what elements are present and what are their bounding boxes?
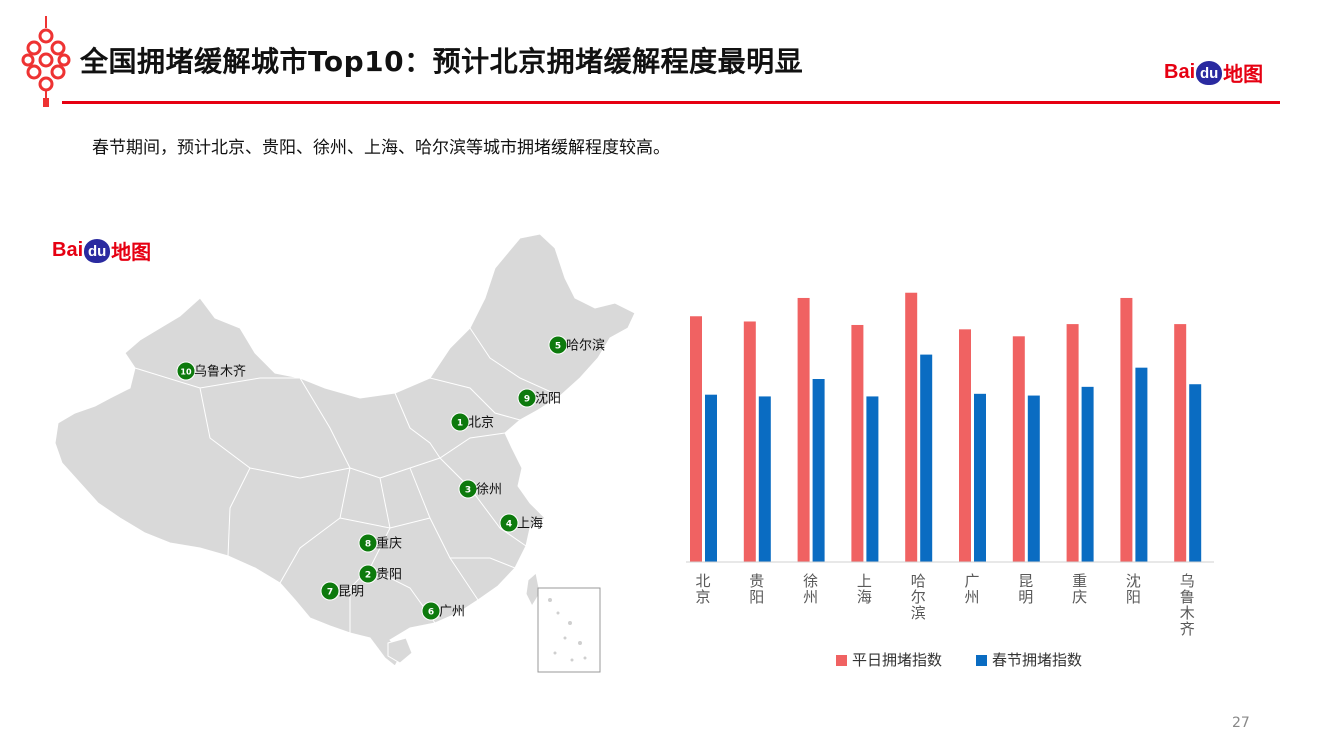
city-marker: 6 广州 [421, 601, 465, 621]
marker-rank: 7 [327, 588, 333, 598]
paw-icon: du [84, 238, 111, 263]
marker-city-label: 沈阳 [535, 392, 561, 407]
bar-festival-5 [974, 393, 986, 562]
x-tick-label: 沈阳 [1126, 572, 1141, 606]
marker-rank: 2 [365, 571, 371, 581]
bar-normal-0 [690, 316, 702, 562]
hainan-island [387, 637, 413, 664]
marker-rank: 3 [465, 486, 471, 496]
bar-normal-1 [743, 321, 756, 562]
chart-legend: 平日拥堵指数 春节拥堵指数 [836, 651, 1082, 669]
paw-icon: du [1196, 60, 1223, 85]
bar-normal-2 [797, 297, 810, 562]
marker-rank: 5 [555, 342, 561, 352]
chinese-knot-icon [21, 16, 71, 107]
bar-festival-2 [812, 379, 825, 562]
legend-label: 平日拥堵指数 [852, 651, 942, 669]
city-marker: 10 乌鲁木齐 [176, 361, 246, 381]
bar-festival-8 [1135, 367, 1148, 562]
marker-dot [450, 412, 470, 432]
x-tick-label: 广州 [964, 572, 979, 606]
bar-normal-9 [1174, 324, 1187, 562]
page-title: 全国拥堵缓解城市Top10：预计北京拥堵缓解程度最明显 [80, 45, 804, 78]
marker-city-label: 北京 [468, 416, 494, 431]
marker-dot [358, 564, 378, 584]
marker-city-label: 昆明 [338, 585, 364, 600]
marker-rank: 9 [524, 395, 530, 405]
bar-festival-1 [758, 396, 771, 562]
summary-text: 春节期间，预计北京、贵阳、徐州、上海、哈尔滨等城市拥堵缓解程度较高。 [92, 138, 670, 158]
china-map-panel: 1 北京 2 贵阳 3 徐州 4 上海 5 哈尔滨 6 广州 7 昆明 8 重庆 9 沈阳 10 乌鲁木齐 Bai d… [50, 228, 640, 678]
x-tick-labels: 北京 贵阳 徐州 上海 哈尔滨 广州 昆明 重庆 沈阳 乌鲁木齐 [695, 572, 1194, 638]
inset-islands [548, 598, 587, 662]
city-marker: 3 徐州 [458, 479, 502, 499]
marker-dot [176, 361, 196, 381]
bar-normal-7 [1066, 324, 1079, 562]
marker-dot [358, 533, 378, 553]
marker-rank: 10 [180, 368, 192, 377]
marker-city-label: 徐州 [476, 483, 502, 498]
bar-normal-4 [905, 292, 918, 562]
congestion-bar-chart: 北京 贵阳 徐州 上海 哈尔滨 广州 昆明 重庆 沈阳 乌鲁木齐 平日拥堵指数 春节拥堵指数 [686, 292, 1214, 669]
legend-swatch [836, 655, 847, 666]
china-map: 1 北京 2 贵阳 3 徐州 4 上海 5 哈尔滨 6 广州 7 昆明 8 重庆 9 沈阳 10 乌鲁木齐 [54, 233, 636, 673]
bar-festival-7 [1081, 386, 1094, 562]
x-tick-label: 上海 [857, 572, 872, 606]
marker-rank: 1 [457, 419, 463, 429]
marker-rank: 8 [365, 540, 371, 550]
marker-dot [499, 513, 519, 533]
marker-city-label: 乌鲁木齐 [194, 364, 246, 380]
chart-bars [690, 292, 1202, 562]
bar-festival-6 [1027, 395, 1040, 562]
marker-dot [548, 335, 568, 355]
bar-festival-4 [920, 354, 933, 562]
legend-item: 春节拥堵指数 [976, 651, 1082, 669]
marker-dot [517, 388, 537, 408]
marker-city-label: 上海 [517, 517, 543, 532]
x-tick-label: 哈尔滨 [911, 572, 926, 622]
bar-normal-8 [1120, 297, 1133, 562]
city-marker: 1 北京 [450, 412, 494, 432]
province-boundaries [134, 327, 561, 633]
baidu-map-logo: Bai du 地图 [1164, 60, 1264, 86]
city-marker: 8 重庆 [358, 533, 402, 553]
x-tick-label: 徐州 [803, 572, 818, 606]
bar-normal-6 [1012, 336, 1025, 562]
marker-rank: 4 [506, 520, 512, 530]
bar-festival-3 [866, 396, 879, 562]
header-divider [62, 101, 1280, 104]
bar-normal-3 [851, 324, 864, 562]
city-marker: 2 贵阳 [358, 564, 402, 584]
marker-city-label: 重庆 [376, 536, 402, 552]
x-tick-label: 乌鲁木齐 [1180, 572, 1195, 638]
x-tick-label: 贵阳 [749, 572, 764, 606]
page-number: 27 [1232, 715, 1250, 731]
x-tick-label: 昆明 [1018, 572, 1033, 606]
marker-dot [458, 479, 478, 499]
city-marker: 5 哈尔滨 [548, 335, 605, 355]
baidu-map-logo-small: Bai du 地图 [52, 238, 152, 264]
legend-swatch [976, 655, 987, 666]
marker-city-label: 贵阳 [376, 568, 402, 583]
city-markers: 1 北京 2 贵阳 3 徐州 4 上海 5 哈尔滨 6 广州 7 昆明 8 重庆 9 沈阳 10 乌鲁木齐 [176, 335, 605, 621]
city-marker: 9 沈阳 [517, 388, 561, 408]
bar-festival-9 [1189, 384, 1202, 562]
marker-city-label: 广州 [439, 605, 465, 620]
bar-normal-5 [959, 329, 971, 562]
legend-item: 平日拥堵指数 [836, 651, 942, 669]
taiwan-island [525, 572, 541, 608]
marker-rank: 6 [428, 608, 434, 618]
marker-dot [320, 581, 340, 601]
city-marker: 7 昆明 [320, 581, 364, 601]
city-marker: 4 上海 [499, 513, 543, 533]
south-china-sea-inset [537, 587, 601, 673]
bar-festival-0 [705, 394, 717, 562]
x-tick-label: 北京 [695, 572, 710, 606]
x-tick-label: 重庆 [1072, 572, 1087, 606]
marker-dot [421, 601, 441, 621]
legend-label: 春节拥堵指数 [992, 651, 1082, 669]
marker-city-label: 哈尔滨 [566, 338, 605, 354]
